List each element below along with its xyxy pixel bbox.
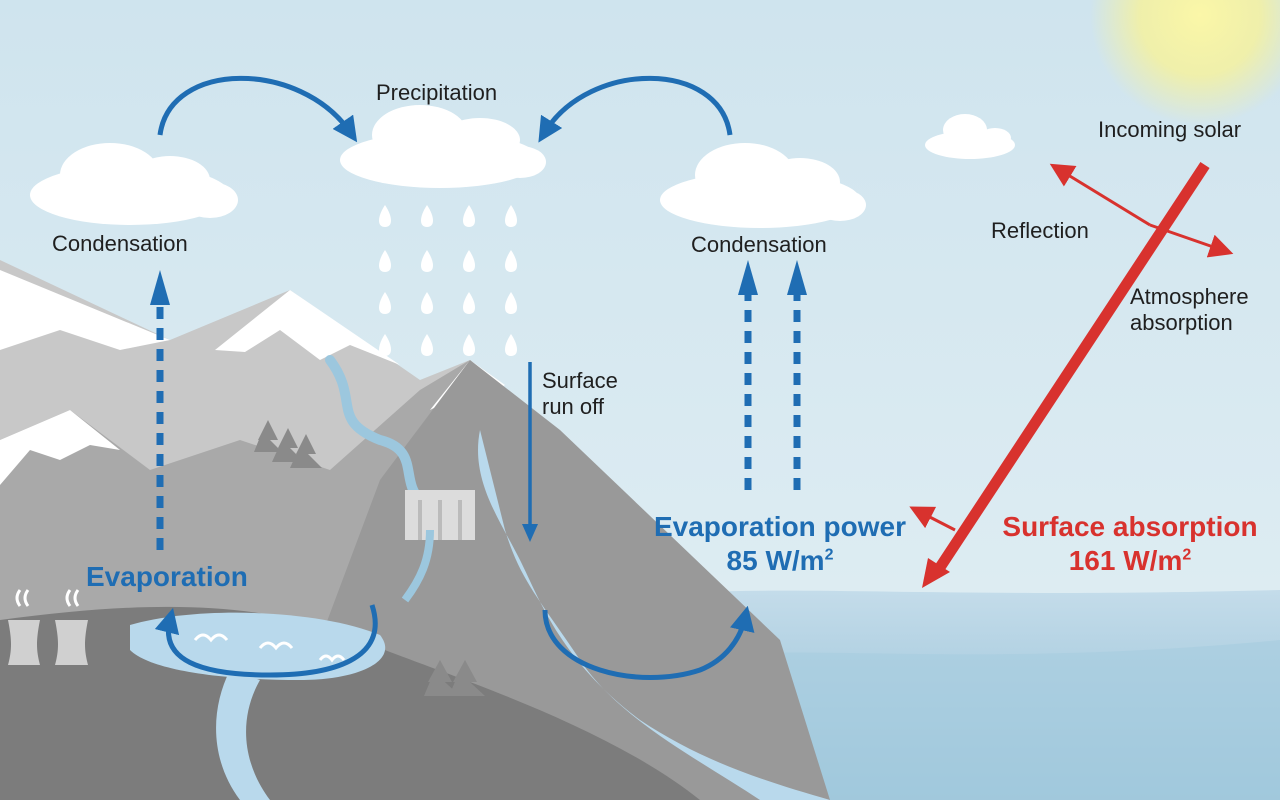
river-left <box>216 670 270 800</box>
evaporation-arrowhead-right-1 <box>738 260 758 295</box>
incoming-solar-label: Incoming solar <box>1098 117 1242 142</box>
condensation-label-left: Condensation <box>52 231 188 256</box>
snow-cap-far-left <box>0 270 170 350</box>
condensation-label-right: Condensation <box>691 232 827 257</box>
reflection-label: Reflection <box>991 218 1089 243</box>
surface-absorption-value: 161 W/m2 <box>1068 544 1192 576</box>
trees-upper <box>254 420 322 468</box>
lake-loop-arrow <box>154 604 378 678</box>
evaporation-arrowhead-right-2 <box>787 260 807 295</box>
surface-absorption-label: Surface absorption 161 W/m2 <box>985 510 1275 577</box>
rain-drops <box>379 205 517 356</box>
incoming-solar-arrowhead <box>922 558 950 588</box>
mountain-stream-left <box>325 355 425 505</box>
surface-runoff-label: Surface run off <box>542 368 618 420</box>
cooling-towers <box>8 589 88 665</box>
incoming-solar-arrow <box>930 161 1210 579</box>
lake-ripples <box>193 633 346 663</box>
cloud-small <box>925 114 1015 159</box>
atmosphere-absorption-arrow <box>1149 223 1234 258</box>
cloud-left <box>30 143 238 225</box>
evaporation-power-value: 85 W/m2 <box>726 544 834 576</box>
river-to-sea-arrow <box>542 605 755 680</box>
arrow-condensation-to-precipitation-right <box>538 75 733 143</box>
dam-outflow <box>401 529 434 603</box>
arrow-condensation-to-precipitation-left <box>157 75 358 143</box>
precipitation-label: Precipitation <box>376 80 498 105</box>
surface-reflection-arrow <box>909 506 956 532</box>
river-right <box>478 430 830 800</box>
evaporation-arrowhead-left <box>150 270 170 305</box>
evaporation-power-label: Evaporation power 85 W/m2 <box>640 510 920 577</box>
cloud-center <box>340 105 546 188</box>
cloud-right <box>660 143 866 228</box>
atmosphere-absorption-label: Atmosphere absorption <box>1130 284 1249 336</box>
trees-lower <box>424 660 485 696</box>
snow-cap-mid-left <box>0 410 120 485</box>
sun <box>1090 0 1280 125</box>
evaporation-label: Evaporation <box>86 561 248 592</box>
snow-cap-far-center <box>215 290 400 365</box>
reflection-arrow <box>1049 163 1151 227</box>
